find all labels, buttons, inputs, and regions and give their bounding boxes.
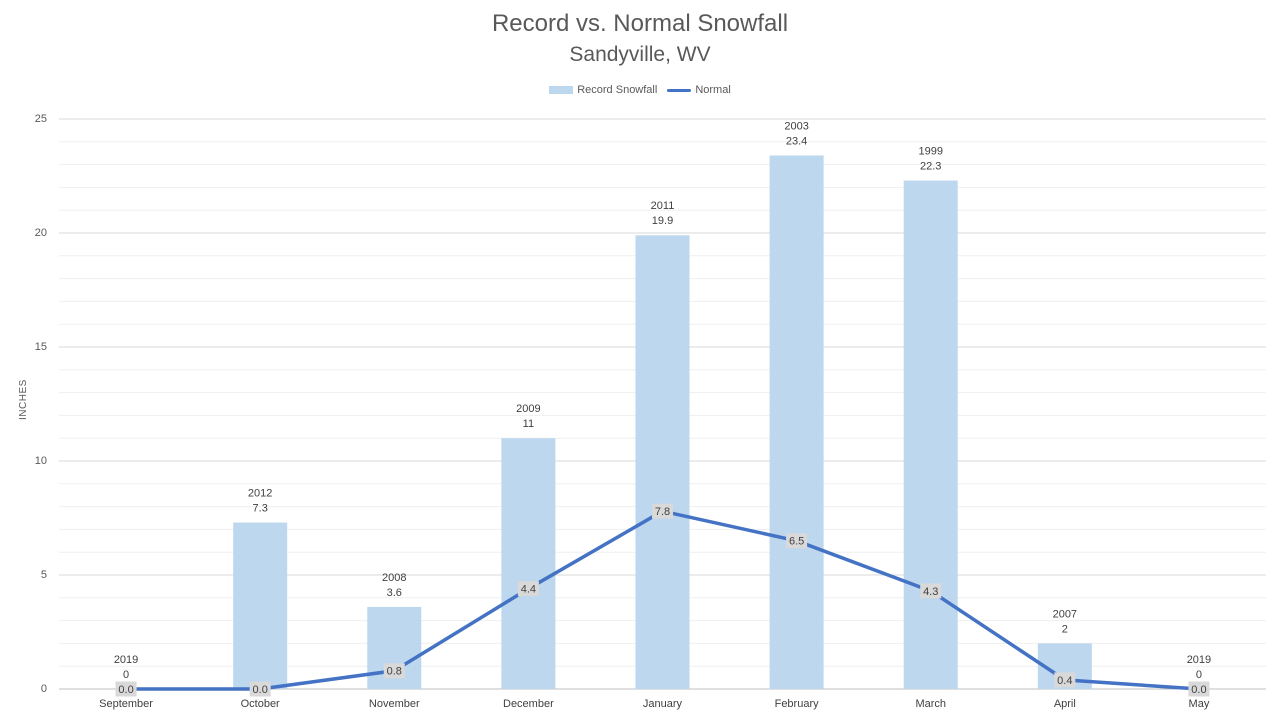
y-tick-label: 0: [41, 683, 47, 695]
x-tick-label: January: [643, 698, 683, 710]
bar-value-label: 19.9: [652, 215, 673, 227]
line-value-label: 4.3: [923, 586, 938, 598]
bar-year-label: 2009: [516, 403, 540, 415]
bar-value-label: 23.4: [786, 135, 807, 147]
bar-value-label: 0: [123, 669, 129, 681]
bar-value-label: 3.6: [387, 587, 402, 599]
line-label-box: [652, 503, 673, 519]
x-tick-label: October: [241, 698, 280, 710]
bar-year-label: 2008: [382, 572, 406, 584]
bar-year-label: 2003: [784, 120, 808, 132]
chart-title: Record vs. Normal Snowfall: [491, 10, 789, 37]
line-value-label: 0.8: [387, 666, 402, 678]
line-label-box: [920, 583, 942, 599]
x-tick-label: February: [775, 698, 820, 710]
line-value-label: 6.5: [789, 536, 804, 548]
line-label-box: [1054, 672, 1076, 688]
line-value-label: 0.4: [1057, 675, 1072, 687]
x-tick-label: March: [915, 698, 946, 710]
bar-value-label: 0: [1196, 669, 1202, 681]
bar-record: [903, 180, 958, 689]
line-label-box: [115, 681, 137, 697]
y-tick-label: 25: [35, 113, 47, 125]
bar-year-label: 2012: [248, 487, 272, 499]
legend-label-normal: Normal: [695, 84, 731, 96]
bar-value-label: 2: [1062, 623, 1068, 635]
x-tick-label: September: [99, 698, 153, 710]
y-tick-label: 5: [41, 569, 47, 581]
legend-swatch-normal: [667, 88, 692, 92]
bar-value-label: 22.3: [920, 160, 941, 172]
line-label-box: [517, 581, 539, 597]
y-tick-label: 15: [35, 341, 47, 353]
x-tick-label: May: [1189, 698, 1210, 710]
bar-record: [233, 522, 288, 689]
line-value-label: 4.4: [521, 584, 536, 596]
line-value-label: 0.0: [118, 684, 133, 696]
chart-subtitle: Sandyville, WV: [569, 43, 711, 66]
x-tick-label: December: [503, 698, 554, 710]
legend-item-record: Record Snowfall: [549, 84, 657, 96]
bar-record: [501, 438, 556, 689]
bar-value-label: 7.3: [253, 502, 268, 514]
legend: Record Snowfall Normal: [0, 84, 1280, 96]
x-tick-label: April: [1054, 698, 1076, 710]
line-value-label: 0.0: [1191, 684, 1206, 696]
line-value-label: 7.8: [655, 506, 670, 518]
bar-value-label: 11: [523, 418, 534, 430]
bar-year-label: 2019: [1187, 654, 1211, 666]
bar-year-label: 1999: [918, 145, 942, 157]
bar-record: [769, 155, 824, 690]
bar-record: [635, 235, 690, 689]
bar-year-label: 2011: [651, 200, 675, 212]
y-tick-label: 10: [35, 455, 47, 467]
line-label-box: [383, 663, 405, 679]
y-tick-label: 20: [35, 227, 47, 239]
line-label-box: [249, 681, 271, 697]
bar-year-label: 2019: [114, 654, 138, 666]
legend-item-normal: Normal: [667, 84, 731, 96]
x-tick-label: November: [369, 698, 420, 710]
bar-year-label: 2007: [1053, 608, 1077, 620]
line-value-label: 0.0: [253, 684, 268, 696]
legend-swatch-record: [549, 86, 574, 94]
legend-label-record: Record Snowfall: [577, 84, 658, 96]
line-label-box: [786, 533, 808, 549]
line-label-box: [1188, 681, 1210, 697]
